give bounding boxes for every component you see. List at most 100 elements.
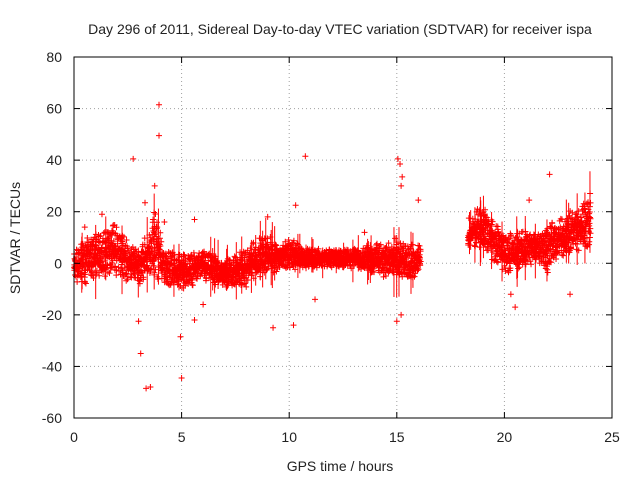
data-point [110,238,117,245]
data-point [578,214,585,221]
data-point [476,207,483,214]
data-point [243,283,250,290]
data-point [135,318,142,325]
data-point [400,247,407,254]
data-point [583,200,590,207]
data-point [414,265,421,272]
x-tick-label: 20 [497,429,513,445]
data-point [102,273,109,280]
data-point [415,266,422,273]
data-point [132,246,139,253]
y-tick-label: -20 [42,307,62,323]
data-point [143,385,150,392]
y-axis-title: SDTVAR / TECUs [7,182,23,294]
data-points [71,101,594,392]
data-point [212,281,219,288]
data-point [82,280,89,287]
data-point [131,268,138,275]
data-point [575,247,582,254]
data-point [507,291,514,298]
data-point [185,280,192,287]
data-point [557,224,564,231]
data-point [382,272,389,279]
data-point [390,269,397,276]
data-point [108,264,115,271]
data-point [244,276,251,283]
data-point [120,233,127,240]
y-tick-label: 20 [46,204,62,220]
data-point [182,255,189,262]
data-point [156,101,163,108]
y-tick-label: -40 [42,358,62,374]
data-point [515,265,522,272]
data-point [546,171,553,178]
data-point [416,242,423,249]
data-point [385,240,392,247]
data-point [412,270,419,277]
data-point [161,219,168,226]
data-point [191,317,198,324]
data-point [560,252,567,259]
data-point [187,252,194,259]
axis-ticks: 0 5 10 15 20 25 -60 -40 -20 0 20 40 60 80 [42,49,620,445]
data-point [541,262,548,269]
data-point [411,273,418,280]
data-point [190,249,197,256]
data-point [587,199,594,206]
data-point [190,273,197,280]
data-point [151,182,158,189]
data-point [264,213,271,220]
chart-title: Day 296 of 2011, Sidereal Day-to-day VTE… [88,21,592,37]
data-point [191,216,198,223]
data-point [397,161,404,168]
data-point [371,269,378,276]
x-tick-label: 25 [604,429,620,445]
data-point [270,269,277,276]
data-point [152,228,159,235]
data-point [312,296,319,303]
data-point [556,242,563,249]
data-point [493,258,500,265]
data-point [282,238,289,245]
data-point [495,228,502,235]
data-point [549,220,556,227]
data-point [586,238,593,245]
data-point [181,252,188,259]
data-point [98,211,105,218]
data-point [270,324,277,331]
data-point [507,258,514,265]
data-point [272,241,279,248]
data-point [512,304,519,311]
y-tick-label: 60 [46,101,62,117]
data-point [527,258,534,265]
data-point [398,311,405,318]
data-point [553,256,560,263]
data-point [127,273,134,280]
data-point [377,241,384,248]
data-point [526,232,533,239]
data-point [154,235,161,242]
data-point [152,211,159,218]
data-point [168,254,175,261]
x-tick-label: 5 [178,429,186,445]
data-point [136,280,143,287]
data-point [165,266,172,273]
data-point [81,224,88,231]
data-point [119,232,126,239]
data-point [242,280,249,287]
data-point [525,251,532,258]
data-point [557,215,564,222]
data-point [189,282,196,289]
data-point [123,277,130,284]
data-point [214,257,221,264]
data-point [112,263,119,270]
data-point [84,235,91,242]
x-tick-label: 15 [389,429,405,445]
data-point [124,245,131,252]
plot-frame [73,56,613,419]
data-point [489,248,496,255]
data-point [109,260,116,267]
data-point [399,173,406,180]
data-point [292,202,299,209]
